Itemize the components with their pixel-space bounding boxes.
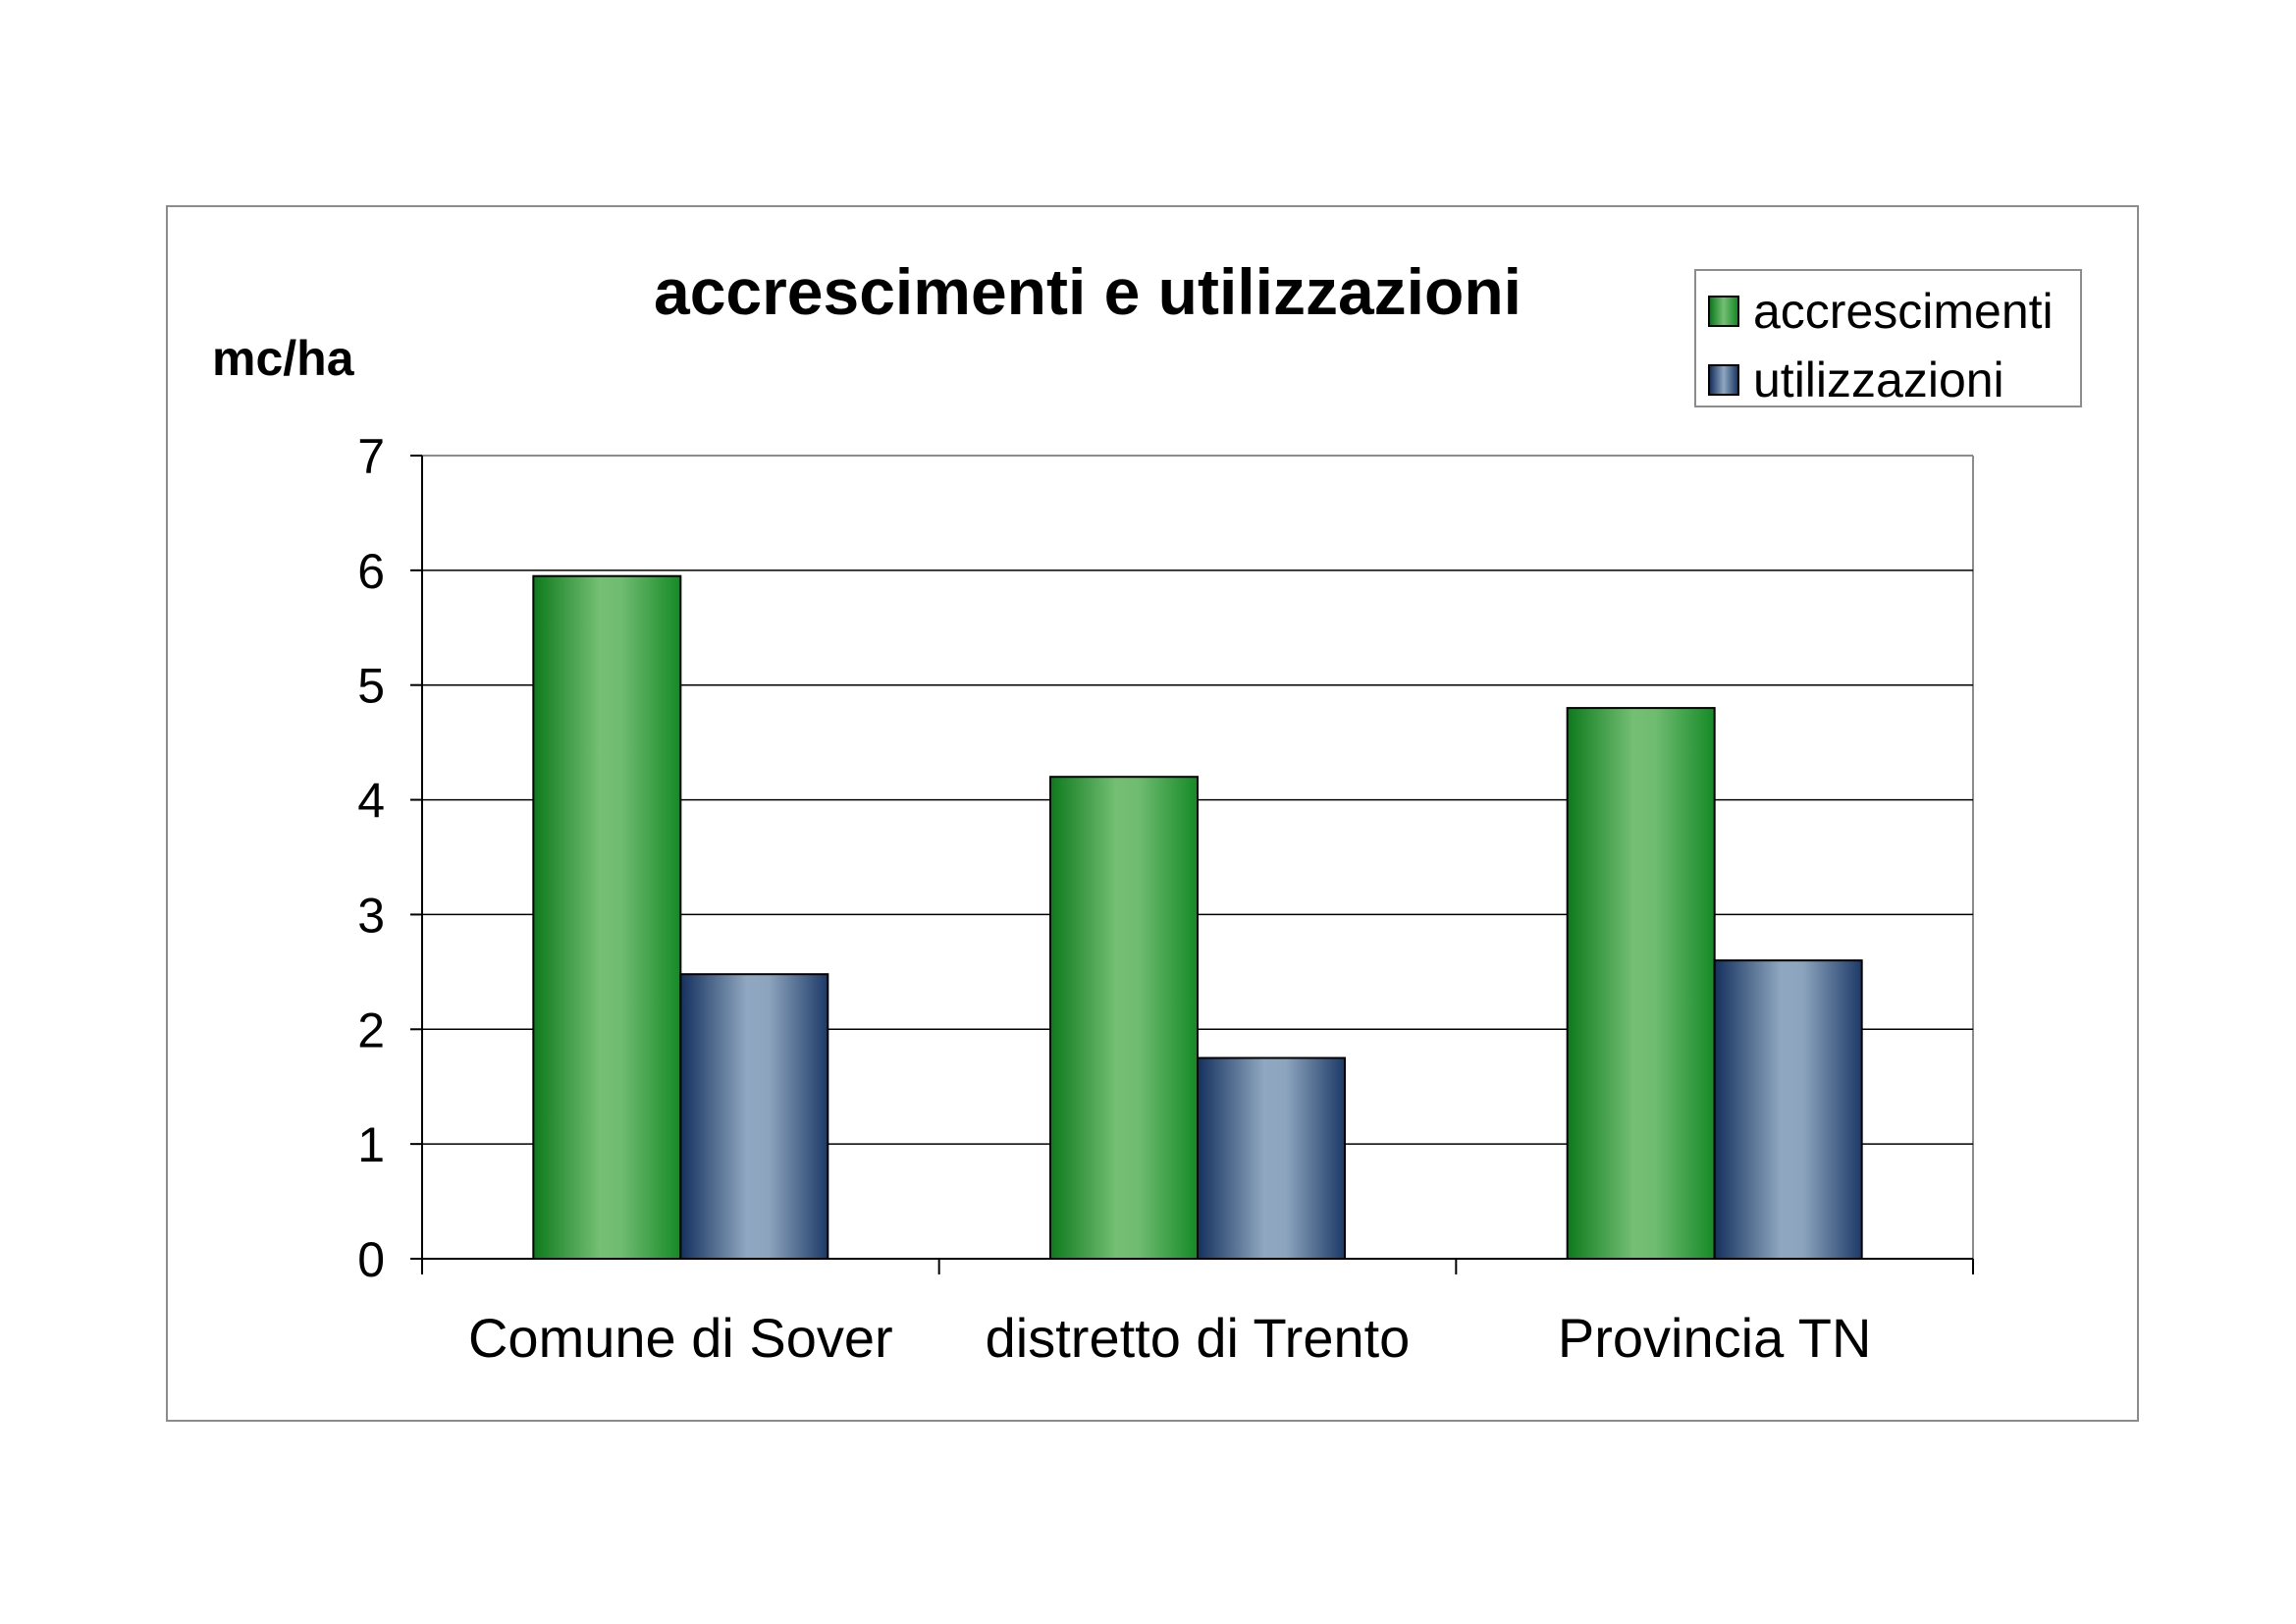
legend: accrescimenti utilizzazioni xyxy=(1694,269,2082,407)
x-tick-label: distretto di Trento xyxy=(986,1307,1411,1369)
y-tick-label: 7 xyxy=(357,429,385,484)
chart-title: accrescimenti e utilizzazioni xyxy=(654,255,1522,328)
x-tick-label: Provincia TN xyxy=(1558,1307,1872,1369)
y-tick-label: 4 xyxy=(357,774,385,829)
legend-swatch-accrescimenti xyxy=(1708,296,1739,327)
bar-accrescimenti xyxy=(1566,707,1716,1260)
x-tick-label: Comune di Sover xyxy=(468,1307,893,1369)
bar-utilizzazioni xyxy=(1713,959,1863,1261)
y-tick-label: 3 xyxy=(357,888,385,943)
y-tick-label: 2 xyxy=(357,1002,385,1057)
bar-accrescimenti xyxy=(1049,776,1199,1260)
legend-item-utilizzazioni: utilizzazioni xyxy=(1708,352,2004,407)
y-axis-label: mc/ha xyxy=(212,331,355,386)
legend-swatch-utilizzazioni xyxy=(1708,364,1739,396)
legend-item-accrescimenti: accrescimenti xyxy=(1708,284,2054,339)
bar-utilizzazioni xyxy=(679,973,829,1260)
bar-utilizzazioni xyxy=(1197,1056,1346,1260)
y-tick-label: 5 xyxy=(357,659,385,714)
legend-label: accrescimenti xyxy=(1753,284,2054,339)
y-tick-label: 0 xyxy=(357,1232,385,1287)
bar-accrescimenti xyxy=(532,574,682,1260)
y-tick-label: 1 xyxy=(357,1117,385,1172)
y-tick-label: 6 xyxy=(357,544,385,599)
legend-label: utilizzazioni xyxy=(1753,352,2004,407)
